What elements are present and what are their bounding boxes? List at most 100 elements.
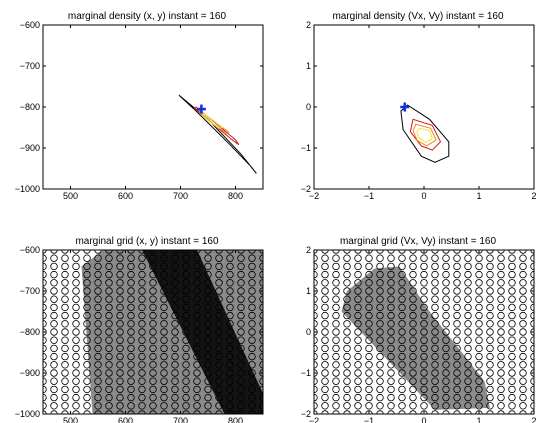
grid-node (398, 303, 406, 312)
grid-node (519, 250, 527, 254)
grid-node (193, 336, 201, 344)
grid-node (354, 287, 362, 295)
x-tick-label: 500 (63, 416, 78, 423)
grid-node (354, 352, 362, 361)
grid-node (332, 369, 340, 377)
grid-node (149, 393, 157, 402)
grid-node (431, 295, 439, 303)
grid-node (486, 254, 494, 262)
grid-node (376, 336, 384, 344)
grid-node (354, 320, 362, 328)
grid-node (83, 254, 91, 262)
y-tick-label: −900 (20, 368, 40, 378)
grid-node (171, 328, 179, 336)
grid-node (508, 410, 516, 414)
grid-node (354, 344, 362, 353)
grid-node (376, 320, 384, 328)
grid-node (171, 377, 179, 385)
grid-node (61, 352, 69, 361)
grid-node (50, 303, 58, 312)
grid-node (332, 361, 340, 369)
grid-node (72, 377, 80, 385)
grid-node (50, 336, 58, 344)
grid-node (259, 262, 263, 271)
grid-node (94, 385, 102, 394)
y-tick-label: −1 (301, 143, 311, 153)
grid-node (105, 287, 113, 295)
grid-node (365, 279, 373, 287)
grid-node (519, 303, 527, 312)
grid-node (508, 328, 516, 336)
grid-node (50, 320, 58, 328)
grid-node (508, 361, 516, 369)
grid-node (116, 377, 124, 385)
grid-node (431, 352, 439, 361)
grid-node (215, 279, 223, 287)
grid-node (61, 303, 69, 312)
grid-node (50, 352, 58, 361)
grid-node (343, 336, 351, 344)
grid-node (149, 369, 157, 377)
grid-node (376, 377, 384, 385)
grid-node (204, 377, 212, 385)
grid-node (248, 320, 256, 328)
grid-node (321, 393, 329, 402)
grid-node (497, 262, 505, 271)
grid-node (193, 385, 201, 394)
grid-node (160, 320, 168, 328)
grid-node (105, 410, 113, 414)
grid-node (105, 393, 113, 402)
grid-node (332, 352, 340, 361)
grid-node (72, 270, 80, 279)
grid-node (248, 361, 256, 369)
grid-node (105, 361, 113, 369)
grid-node (376, 393, 384, 402)
grid-node (332, 303, 340, 312)
grid-node (204, 361, 212, 369)
grid-node (127, 369, 135, 377)
grid-node (464, 270, 472, 279)
x-tick-label: −2 (309, 191, 319, 201)
grid-node (50, 402, 58, 410)
grid-node (321, 254, 329, 262)
grid-node (387, 270, 395, 279)
grid-node (453, 303, 461, 312)
grid-node (420, 377, 428, 385)
grid-node (193, 361, 201, 369)
grid-node (321, 279, 329, 287)
grid-node (160, 336, 168, 344)
grid-node (442, 369, 450, 377)
grid-node (453, 270, 461, 279)
grid-node (182, 352, 190, 361)
grid-node (61, 254, 69, 262)
grid-node (50, 393, 58, 402)
grid-node (464, 336, 472, 344)
grid-node (215, 361, 223, 369)
grid-node (365, 320, 373, 328)
grid-node (475, 295, 483, 303)
grid-node (94, 410, 102, 414)
grid-node (398, 336, 406, 344)
grid-node (72, 311, 80, 320)
grid-node (464, 369, 472, 377)
grid-node (138, 377, 146, 385)
grid-node (519, 410, 527, 414)
grid-node (442, 385, 450, 394)
grid-node (387, 328, 395, 336)
grid-node (127, 336, 135, 344)
grid-node (83, 262, 91, 271)
grid-node (409, 352, 417, 361)
estimate-marker (400, 102, 410, 112)
grid-node (508, 295, 516, 303)
grid-node (83, 393, 91, 402)
grid-node (376, 270, 384, 279)
grid-node (72, 320, 80, 328)
x-tick-label: 1 (476, 416, 481, 423)
grid-node (321, 328, 329, 336)
grid-node (376, 279, 384, 287)
grid-node (127, 262, 135, 271)
grid-node (398, 377, 406, 385)
grid-node (387, 320, 395, 328)
grid-node (248, 410, 256, 414)
grid-node (343, 402, 351, 410)
